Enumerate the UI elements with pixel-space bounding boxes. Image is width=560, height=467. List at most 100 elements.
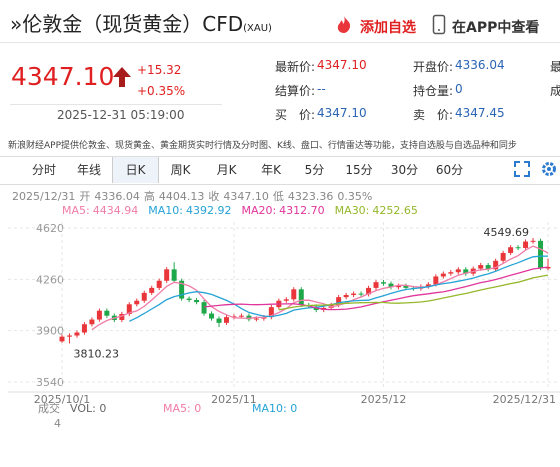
candle-body [478,265,484,269]
title: »伦敦金（现货黄金）CFD(XAU) [10,8,272,37]
volume-item: MA10: 0 [252,402,297,415]
candle-body [381,282,387,284]
candle-body [246,315,252,320]
info-text: 2025/12/31 [12,190,75,203]
field-label: 卖 价: [413,108,454,122]
tab[interactable]: 周K [170,163,191,177]
candle-body [74,332,80,336]
phone-icon[interactable] [432,14,446,36]
info-text: 4323.36 [288,190,334,203]
info-text: 高 [144,189,155,203]
y-tick-label: 3540 [36,376,64,389]
ma-line [91,245,549,331]
fire-icon[interactable] [334,14,354,34]
candle-body [366,287,372,295]
tab[interactable]: 年线 [76,163,101,177]
candle-body [126,304,132,314]
field-label: 成 [550,84,560,98]
candle-body [201,302,207,314]
field-value: 4347.10 [317,106,367,120]
candle-body [283,299,289,301]
candle-body [194,300,200,303]
candle-body [508,247,514,253]
field-label: 买 价: [275,108,316,122]
add-watchlist[interactable]: 添加自选 [360,20,416,36]
ma-line [278,274,549,311]
field-value: 0 [455,82,463,96]
open-app[interactable]: 在APP中查看 [452,20,540,36]
candle-body [433,276,439,285]
candle-body [291,289,297,300]
title-text: »伦敦金（现货黄金）CFD [10,12,244,36]
candle-body [81,324,87,333]
tab[interactable]: 月K [216,163,237,177]
candle-body [119,313,125,320]
candle-body [455,269,461,273]
candle-body [530,240,536,242]
candle-body [209,313,215,319]
candle-body [104,310,110,316]
candle-body [59,336,65,342]
tab[interactable]: 60分 [435,163,464,177]
ma-value: 4434.94 [93,204,139,217]
ma-name: MA10: [148,204,183,217]
x-tick-label: 2025/10/1 [34,393,90,406]
candle-body [66,335,72,337]
info-text: 4347.10 [223,190,269,203]
candle-body [425,284,431,287]
candle-body [238,315,244,317]
candle-body [373,282,379,288]
ma-value: 4392.92 [186,204,232,217]
field-label: 最新价: [275,60,316,74]
candle-body [186,298,192,301]
candle-body [134,300,140,305]
y-tick-label: 3900 [36,325,64,338]
chart-bg [0,186,560,467]
tab[interactable]: 分时 [31,163,56,177]
candle-body [538,240,544,268]
ma-name: MA5: [62,204,90,217]
candle-body [336,297,342,305]
field-label: 持仓量: [413,84,454,98]
settings-icon[interactable] [540,160,558,178]
price: 4347.10 [11,62,115,91]
x-tick-label: 2025/11 [211,393,257,406]
candle-body [253,318,259,320]
x-tick-label: 2025/12 [361,393,407,406]
low-label: 3810.23 [73,347,119,360]
divider [0,42,560,43]
candle-body [463,269,469,274]
tab[interactable]: 年K [261,163,281,177]
field-label: 最 [550,60,560,74]
field-value: 4347.10 [317,58,367,72]
field-value: 4347.45 [455,106,505,120]
candle-body [500,252,506,261]
candle-body [141,292,147,301]
field-label: 开盘价: [413,60,454,74]
y-tick-label: 4260 [36,273,64,286]
divider [10,104,222,105]
y-tick-label: 4620 [36,222,64,235]
change: +15.32 [137,63,182,77]
tab[interactable]: 30分 [390,163,419,177]
tab[interactable]: 日K [112,157,159,183]
info-text: 低 [273,190,284,203]
candle-body [515,247,521,249]
candle-body [96,310,102,320]
volume-item: MA5: 0 [163,402,201,415]
ma-line [129,255,549,322]
tab[interactable]: 5分 [304,163,325,177]
fullscreen-icon[interactable] [513,160,531,178]
candle-body [268,307,274,318]
info-text: 4336.04 [94,190,140,203]
kline-chart: 2025/12/31 开 4336.04 高 4404.13 收 4347.10 低 4323.… [0,186,560,467]
candle-body [493,260,499,270]
info-text: 收 [208,189,219,203]
code: (XAU) [243,23,272,34]
tab[interactable]: 15分 [345,163,373,177]
candle-body [343,295,349,298]
candle-body [440,273,446,277]
time: 2025-12-31 05:19:00 [57,108,185,122]
up-arrow [113,67,131,87]
field-value: 4336.04 [455,58,505,72]
